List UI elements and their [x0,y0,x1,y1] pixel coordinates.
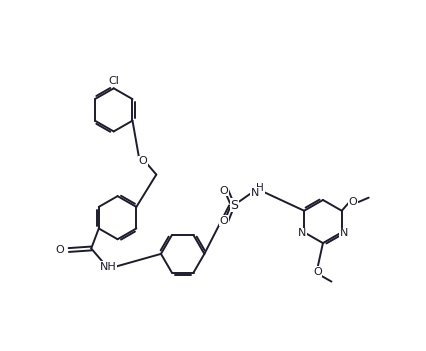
Text: O: O [55,245,64,255]
Text: O: O [219,216,228,226]
Text: N: N [298,228,306,238]
Text: O: O [139,157,147,166]
Text: Cl: Cl [108,75,119,86]
Text: H: H [256,184,264,193]
Text: O: O [313,266,322,277]
Text: S: S [230,199,239,212]
Text: N: N [250,188,259,198]
Text: O: O [349,197,357,207]
Text: N: N [340,228,348,238]
Text: O: O [219,186,228,196]
Text: NH: NH [100,262,117,272]
